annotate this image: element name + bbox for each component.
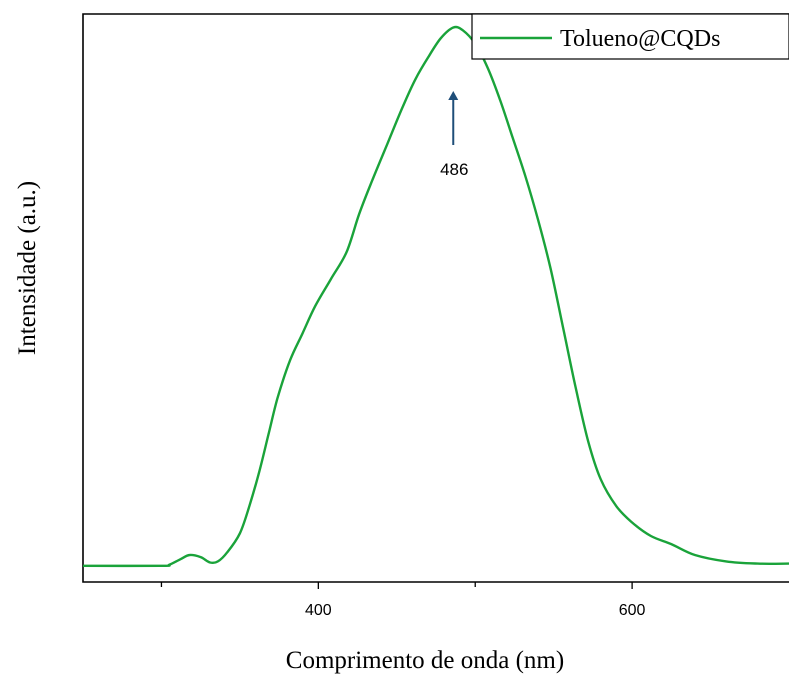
axis-frame (82, 13, 789, 583)
y-axis-label: Intensidade (a.u.) (14, 181, 41, 355)
x-tick-label: 400 (305, 602, 332, 619)
peak-annotation-label: 486 (440, 160, 468, 179)
annotation-layer: 486 (440, 91, 468, 179)
plot-frame (82, 13, 789, 583)
peak-arrow-head-icon (448, 91, 459, 100)
series-line-tolueno-cqds (82, 25, 789, 568)
x-tick-label: 600 (619, 602, 646, 619)
series-layer (82, 25, 789, 568)
legend-box (471, 13, 789, 60)
legend-entry-label: Tolueno@CQDs (560, 26, 720, 52)
legend: Tolueno@CQDs (471, 13, 789, 60)
x-axis-label: Comprimento de onda (nm) (286, 647, 564, 674)
x-axis-ticks: 400 600 (160, 582, 646, 619)
